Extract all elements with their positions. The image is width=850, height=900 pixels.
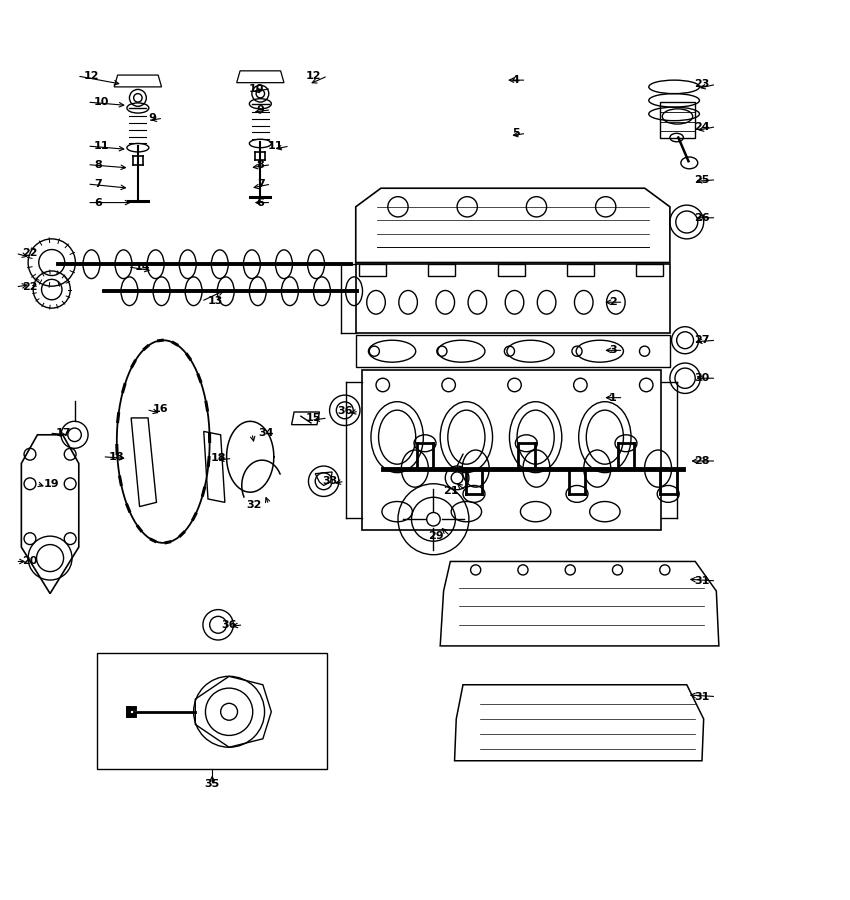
Text: 3: 3 <box>609 346 617 356</box>
Text: 21: 21 <box>444 485 459 496</box>
Text: 34: 34 <box>258 428 275 438</box>
Text: 4: 4 <box>512 75 519 86</box>
Text: 33: 33 <box>323 476 338 486</box>
Text: 18: 18 <box>210 454 226 464</box>
Text: 12: 12 <box>306 71 321 81</box>
Text: 2: 2 <box>609 297 617 307</box>
Text: 36: 36 <box>221 620 236 630</box>
Text: 31: 31 <box>694 576 710 586</box>
Text: 22: 22 <box>22 282 37 292</box>
Bar <box>98 652 327 770</box>
Text: 12: 12 <box>84 71 99 81</box>
Text: 29: 29 <box>428 531 444 541</box>
Text: 17: 17 <box>56 428 71 438</box>
Text: 11: 11 <box>94 141 110 151</box>
Bar <box>567 265 594 276</box>
Text: 24: 24 <box>694 122 710 131</box>
Bar <box>660 102 695 138</box>
Text: 8: 8 <box>257 159 264 169</box>
Text: 35: 35 <box>205 778 220 788</box>
Text: 11: 11 <box>268 141 283 151</box>
Text: 20: 20 <box>22 556 37 566</box>
Text: 16: 16 <box>153 404 168 415</box>
Text: 5: 5 <box>512 129 519 139</box>
Text: 9: 9 <box>257 104 264 114</box>
Text: 1: 1 <box>609 392 617 402</box>
Text: 26: 26 <box>694 212 710 223</box>
Bar <box>356 265 670 334</box>
Text: 14: 14 <box>134 262 150 272</box>
Text: 6: 6 <box>94 198 102 208</box>
Bar <box>636 265 663 276</box>
Text: 22: 22 <box>22 248 37 258</box>
Text: 27: 27 <box>694 335 710 346</box>
Text: 31: 31 <box>694 691 710 702</box>
Text: 10: 10 <box>249 84 264 94</box>
Bar <box>356 335 670 367</box>
Bar <box>497 265 524 276</box>
Text: 10: 10 <box>94 97 110 107</box>
Text: 13: 13 <box>208 296 224 306</box>
Text: 9: 9 <box>149 113 156 123</box>
Text: 28: 28 <box>694 456 710 466</box>
Text: 15: 15 <box>306 413 321 423</box>
Text: 25: 25 <box>694 175 710 184</box>
Bar <box>361 370 661 530</box>
Text: 19: 19 <box>43 479 59 489</box>
Text: 8: 8 <box>94 159 102 169</box>
Text: 30: 30 <box>694 374 710 383</box>
Text: 7: 7 <box>257 179 264 189</box>
Bar <box>360 265 386 276</box>
Text: 6: 6 <box>257 198 264 208</box>
Text: 36: 36 <box>337 406 353 416</box>
Text: 23: 23 <box>694 79 710 89</box>
Text: 7: 7 <box>94 179 102 189</box>
Text: 32: 32 <box>246 500 262 510</box>
Text: 18: 18 <box>109 452 125 462</box>
Bar <box>428 265 456 276</box>
